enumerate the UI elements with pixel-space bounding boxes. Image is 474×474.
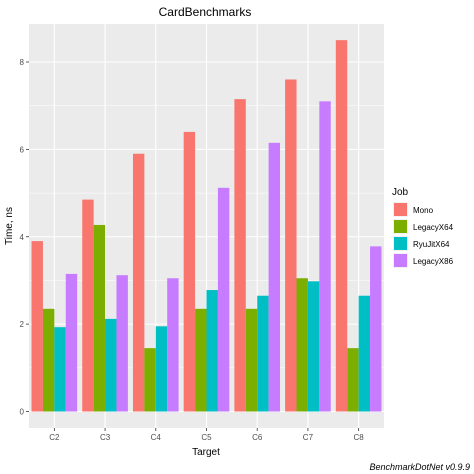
bar-ryujitx64-c7 <box>307 281 320 412</box>
x-tick-label: C5 <box>201 433 212 442</box>
legend-label-legacyx86: LegacyX86 <box>413 257 454 266</box>
legend-title: Job <box>392 187 409 198</box>
chart-title: CardBenchmarks <box>159 5 252 19</box>
bar-mono-c4 <box>132 153 145 412</box>
bars <box>31 40 382 412</box>
legend-label-mono: Mono <box>413 206 434 215</box>
bar-ryujitx64-c5 <box>206 290 218 412</box>
bar-legacyx64-c8 <box>347 348 359 412</box>
legend-swatch-legacyx64 <box>394 220 407 233</box>
bar-legacyx64-c4 <box>144 348 156 412</box>
bar-legacyx64-c2 <box>42 308 55 412</box>
y-axis-title: Time, ns <box>4 207 15 245</box>
y-tick-label: 0 <box>20 408 25 417</box>
bar-ryujitx64-c3 <box>105 318 117 412</box>
bar-mono-c6 <box>234 99 246 412</box>
x-tick-label: C7 <box>303 433 314 442</box>
bar-legacyx64-c6 <box>245 308 258 412</box>
bar-mono-c8 <box>335 40 348 412</box>
legend-label-legacyx64: LegacyX64 <box>413 223 454 232</box>
legend-label-ryujitx64: RyuJitX64 <box>413 240 450 249</box>
x-axis: C2 C3 C4 C5 C6 C7 C8 <box>49 428 364 442</box>
bar-mono-c5 <box>183 131 196 412</box>
legend-swatch-legacyx86 <box>394 254 407 267</box>
bar-legacyx86-c5 <box>217 187 230 412</box>
x-tick-label: C2 <box>49 433 60 442</box>
bar-legacyx64-c5 <box>195 308 207 412</box>
x-tick-label: C6 <box>252 433 263 442</box>
x-tick-label: C8 <box>354 433 365 442</box>
bar-legacyx64-c3 <box>93 224 106 412</box>
y-tick-label: 8 <box>20 58 25 67</box>
y-tick-label: 2 <box>20 320 25 329</box>
bar-legacyx86-c6 <box>268 142 281 412</box>
legend: Job Mono LegacyX64 RyuJitX64 LegacyX86 <box>392 187 454 268</box>
bar-ryujitx64-c4 <box>155 326 168 412</box>
x-tick-label: C4 <box>151 433 162 442</box>
bar-legacyx86-c7 <box>319 101 331 412</box>
bar-legacyx64-c7 <box>296 278 308 412</box>
y-tick-label: 6 <box>20 145 25 154</box>
bar-legacyx86-c3 <box>116 275 128 412</box>
bar-legacyx86-c8 <box>370 246 382 412</box>
legend-items: Mono LegacyX64 RyuJitX64 LegacyX86 <box>393 202 454 268</box>
x-tick-label: C3 <box>100 433 111 442</box>
y-tick-label: 4 <box>20 233 25 242</box>
bar-mono-c7 <box>285 79 297 412</box>
caption: BenchmarkDotNet v0.9.9 <box>369 462 470 472</box>
bar-ryujitx64-c8 <box>358 295 371 412</box>
bar-mono-c3 <box>82 199 94 412</box>
bar-legacyx86-c4 <box>167 278 179 412</box>
legend-swatch-ryujitx64 <box>394 237 407 250</box>
x-axis-title: Target <box>192 447 220 458</box>
y-axis: 0 2 4 6 8 <box>20 58 29 417</box>
legend-swatch-mono <box>394 203 407 216</box>
bar-legacyx86-c2 <box>65 273 78 412</box>
bar-mono-c2 <box>31 241 43 412</box>
bar-ryujitx64-c6 <box>257 295 269 412</box>
bar-ryujitx64-c2 <box>54 327 66 412</box>
